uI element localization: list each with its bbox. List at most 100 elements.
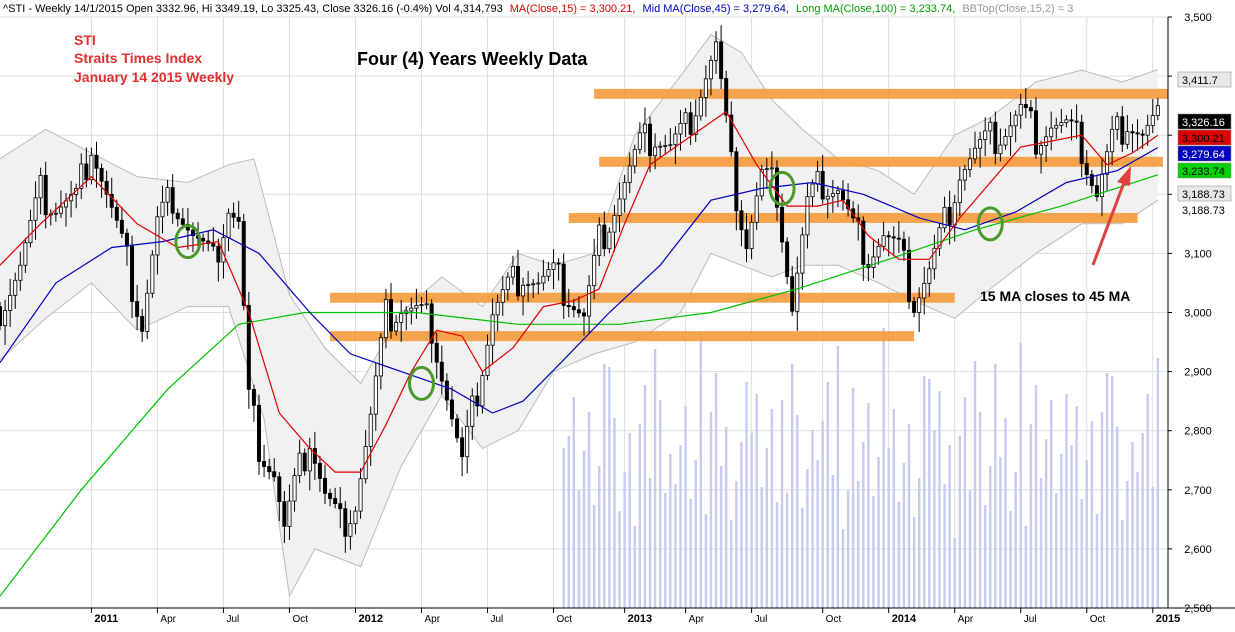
- volume-bar: [613, 418, 616, 608]
- annotation-sti: STI: [74, 32, 96, 48]
- volume-bar: [1014, 472, 1017, 608]
- candle-body: [1135, 132, 1140, 135]
- candle-body: [43, 174, 48, 216]
- volume-bar: [704, 514, 708, 608]
- candle-body: [947, 206, 952, 226]
- volume-bar: [745, 382, 748, 608]
- candle-body: [307, 448, 312, 472]
- candle-body: [287, 500, 292, 527]
- candle-body: [58, 206, 63, 214]
- candle-body: [211, 243, 216, 247]
- volume-bar: [811, 430, 814, 608]
- candle-body: [1049, 127, 1054, 138]
- annotation-date: January 14 2015 Weekly: [74, 69, 234, 85]
- candle-body: [348, 523, 353, 537]
- crossover-circle: [407, 365, 435, 401]
- candle-body: [1145, 124, 1150, 136]
- candle-body: [830, 193, 835, 197]
- candle-body: [470, 395, 475, 427]
- candle-body: [475, 395, 480, 407]
- x-tick-label: Apr: [689, 614, 705, 625]
- candle-body: [714, 41, 719, 61]
- volume-bar: [603, 364, 606, 608]
- candle-body: [703, 78, 708, 98]
- volume-bar: [1004, 418, 1007, 608]
- volume-bar: [912, 517, 916, 608]
- candle-body: [1140, 133, 1145, 136]
- candle-body: [490, 314, 495, 346]
- candle-body: [460, 437, 465, 458]
- y-tick-label: 2,700: [1184, 485, 1212, 497]
- candle-body: [389, 299, 394, 332]
- volume-bar: [928, 379, 931, 608]
- volume-bars: [562, 328, 1160, 608]
- candle-body: [764, 168, 769, 171]
- candle-body: [637, 132, 642, 150]
- value-tag-bg: [1177, 162, 1232, 179]
- candle-body: [1054, 124, 1059, 129]
- candle-body: [983, 130, 988, 140]
- candle-body: [810, 183, 815, 198]
- value-tag-bg: [1177, 129, 1232, 146]
- candle-body: [236, 216, 241, 222]
- volume-bar: [780, 400, 784, 608]
- candle-body: [693, 115, 698, 135]
- x-tick-label: Oct: [826, 614, 842, 625]
- volume-bar: [1090, 421, 1094, 608]
- volume-bar: [694, 460, 697, 608]
- candle-body: [292, 475, 297, 502]
- volume-bar: [1095, 514, 1099, 608]
- volume-bar: [836, 346, 840, 608]
- value-tag-bg: [1177, 145, 1232, 162]
- candle-body: [1033, 110, 1038, 155]
- candle-body: [353, 510, 358, 525]
- candle-body: [1028, 107, 1033, 112]
- volume-bar: [648, 478, 652, 608]
- value-tag-bg: [1177, 185, 1232, 202]
- candle-body: [597, 224, 602, 256]
- candle-body: [632, 148, 637, 167]
- candle-body: [1039, 145, 1044, 155]
- candle-body: [1094, 185, 1099, 198]
- x-tick-label: 2015: [1156, 613, 1180, 625]
- candle-body: [917, 297, 922, 313]
- candle-body: [104, 180, 109, 195]
- candle-body: [907, 249, 912, 302]
- candle-body: [1125, 131, 1130, 145]
- candle-body: [424, 303, 429, 306]
- volume-bar: [719, 466, 723, 608]
- candle-body: [99, 167, 104, 182]
- candle-body: [957, 179, 962, 203]
- candle-body: [444, 380, 449, 401]
- candle-body: [84, 163, 89, 181]
- value-tag-label: 3,188.73: [1182, 189, 1225, 201]
- candle-body: [38, 174, 43, 199]
- volume-bar: [1029, 424, 1033, 608]
- volume-bar: [1121, 520, 1124, 608]
- candle-body: [18, 264, 23, 281]
- candle-body: [744, 229, 749, 250]
- candle-body: [871, 256, 876, 268]
- x-tick-label: Jul: [491, 614, 504, 625]
- volume-bar: [699, 331, 702, 608]
- candle-body: [399, 313, 404, 323]
- candle-body: [23, 242, 28, 266]
- candle-body: [272, 471, 277, 478]
- candle-body: [150, 254, 155, 294]
- x-tick-label: Jul: [755, 614, 768, 625]
- candle-body: [922, 282, 927, 299]
- candle-body: [587, 285, 592, 317]
- candle-body: [673, 133, 678, 146]
- header-ma100: Long MA(Close,100) = 3,233.74,: [796, 3, 955, 15]
- volume-bar: [877, 457, 880, 608]
- candle-body: [1155, 105, 1160, 116]
- candle-body: [505, 276, 510, 291]
- volume-bar: [968, 490, 972, 608]
- candle-body: [749, 221, 754, 250]
- volume-bar: [587, 412, 591, 608]
- candle-body: [89, 154, 94, 181]
- volume-bar: [567, 436, 570, 608]
- candle-body: [627, 165, 632, 183]
- candle-body: [937, 227, 942, 249]
- candle-body: [0, 306, 3, 326]
